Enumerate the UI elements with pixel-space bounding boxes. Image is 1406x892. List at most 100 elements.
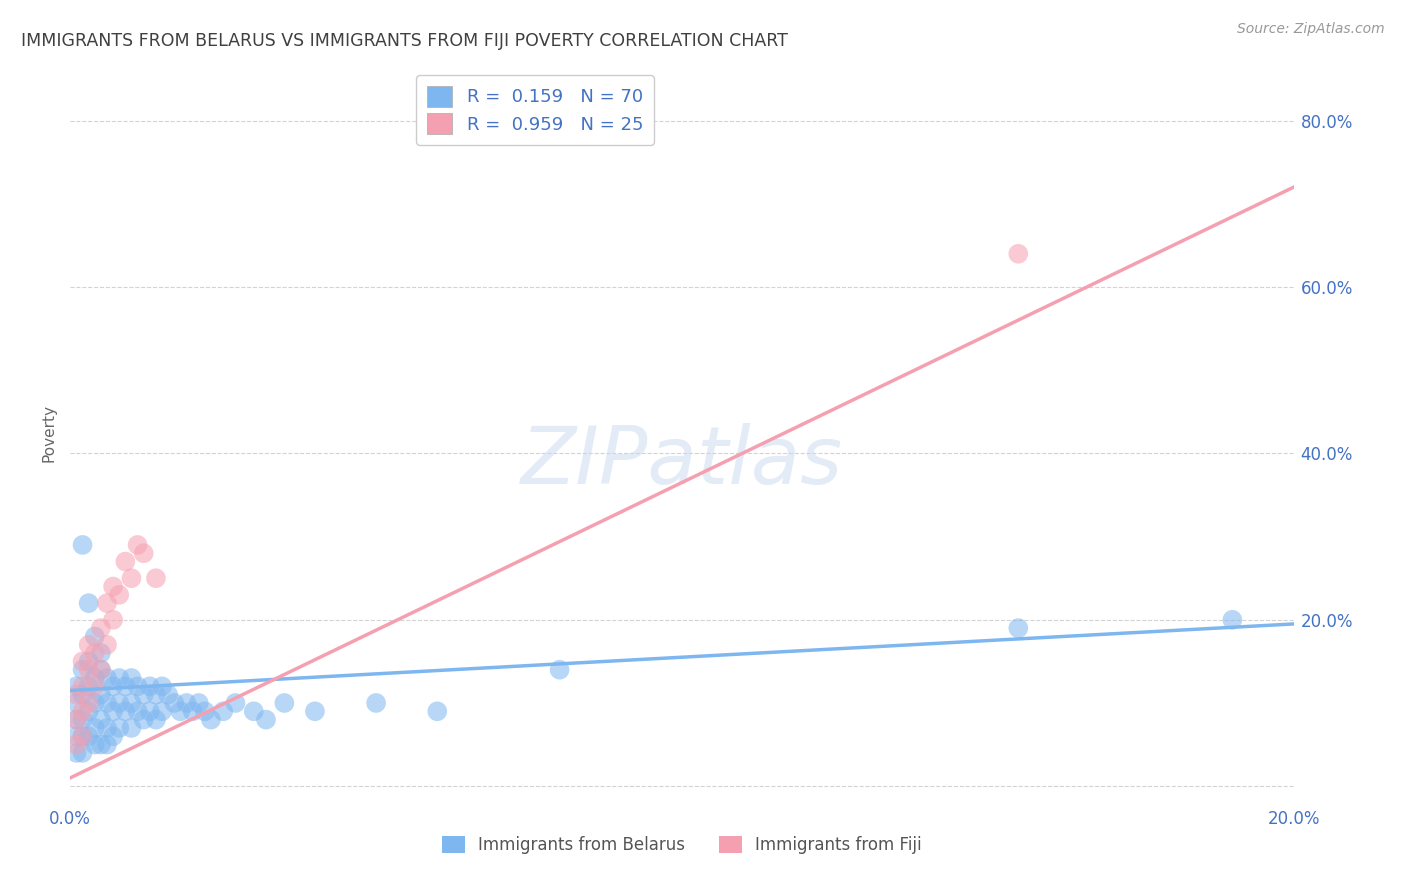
Point: [72, 679, 94, 693]
Text: ZIPatlas: ZIPatlas: [520, 423, 844, 501]
Point: [83, 646, 105, 660]
Point: [114, 679, 136, 693]
Point: [127, 538, 149, 552]
Point: [121, 696, 143, 710]
Point: [72, 704, 94, 718]
Point: [83, 671, 105, 685]
Point: [77, 663, 100, 677]
Point: [108, 721, 131, 735]
Point: [72, 663, 94, 677]
Point: [169, 704, 191, 718]
Point: [65, 696, 87, 710]
Point: [77, 638, 100, 652]
Point: [121, 671, 143, 685]
Point: [121, 571, 143, 585]
Point: [132, 688, 155, 702]
Point: [132, 713, 155, 727]
Point: [114, 704, 136, 718]
Point: [65, 688, 87, 702]
Point: [273, 696, 295, 710]
Point: [108, 588, 131, 602]
Point: [96, 596, 118, 610]
Point: [101, 729, 124, 743]
Point: [108, 696, 131, 710]
Point: [90, 738, 112, 752]
Point: [96, 638, 118, 652]
Point: [77, 704, 100, 718]
Point: [150, 679, 173, 693]
Point: [90, 663, 112, 677]
Point: [304, 704, 326, 718]
Point: [127, 679, 149, 693]
Point: [96, 696, 118, 710]
Point: [96, 671, 118, 685]
Point: [187, 696, 209, 710]
Point: [101, 613, 124, 627]
Point: [101, 704, 124, 718]
Point: [77, 654, 100, 668]
Point: [101, 679, 124, 693]
Point: [127, 704, 149, 718]
Point: [366, 696, 388, 710]
Point: [224, 696, 246, 710]
Point: [139, 704, 162, 718]
Point: [72, 538, 94, 552]
Point: [1007, 246, 1029, 260]
Point: [83, 721, 105, 735]
Point: [108, 671, 131, 685]
Point: [243, 704, 266, 718]
Point: [83, 679, 105, 693]
Point: [181, 704, 204, 718]
Point: [72, 654, 94, 668]
Point: [72, 713, 94, 727]
Point: [77, 596, 100, 610]
Point: [90, 713, 112, 727]
Point: [139, 679, 162, 693]
Point: [77, 679, 100, 693]
Point: [145, 571, 167, 585]
Point: [77, 696, 100, 710]
Point: [548, 663, 571, 677]
Point: [163, 696, 186, 710]
Point: [65, 713, 87, 727]
Point: [145, 688, 167, 702]
Point: [65, 746, 87, 760]
Point: [212, 704, 235, 718]
Point: [157, 688, 180, 702]
Point: [77, 729, 100, 743]
Point: [65, 713, 87, 727]
Point: [83, 738, 105, 752]
Point: [200, 713, 222, 727]
Point: [132, 546, 155, 560]
Point: [65, 738, 87, 752]
Point: [150, 704, 173, 718]
Point: [96, 738, 118, 752]
Point: [121, 721, 143, 735]
Point: [145, 713, 167, 727]
Point: [90, 688, 112, 702]
Point: [96, 721, 118, 735]
Point: [1220, 613, 1243, 627]
Legend: Immigrants from Belarus, Immigrants from Fiji: Immigrants from Belarus, Immigrants from…: [434, 830, 929, 861]
Point: [90, 646, 112, 660]
Point: [65, 679, 87, 693]
Point: [90, 663, 112, 677]
Point: [72, 729, 94, 743]
Point: [194, 704, 217, 718]
Point: [90, 621, 112, 635]
Point: [176, 696, 198, 710]
Point: [101, 580, 124, 594]
Text: Source: ZipAtlas.com: Source: ZipAtlas.com: [1237, 22, 1385, 37]
Point: [254, 713, 277, 727]
Point: [72, 688, 94, 702]
Text: IMMIGRANTS FROM BELARUS VS IMMIGRANTS FROM FIJI POVERTY CORRELATION CHART: IMMIGRANTS FROM BELARUS VS IMMIGRANTS FR…: [21, 32, 789, 50]
Point: [1007, 621, 1029, 635]
Point: [114, 555, 136, 569]
Point: [83, 629, 105, 643]
Point: [426, 704, 449, 718]
Point: [83, 696, 105, 710]
Point: [65, 729, 87, 743]
Y-axis label: Poverty: Poverty: [41, 403, 56, 462]
Point: [72, 729, 94, 743]
Point: [72, 746, 94, 760]
